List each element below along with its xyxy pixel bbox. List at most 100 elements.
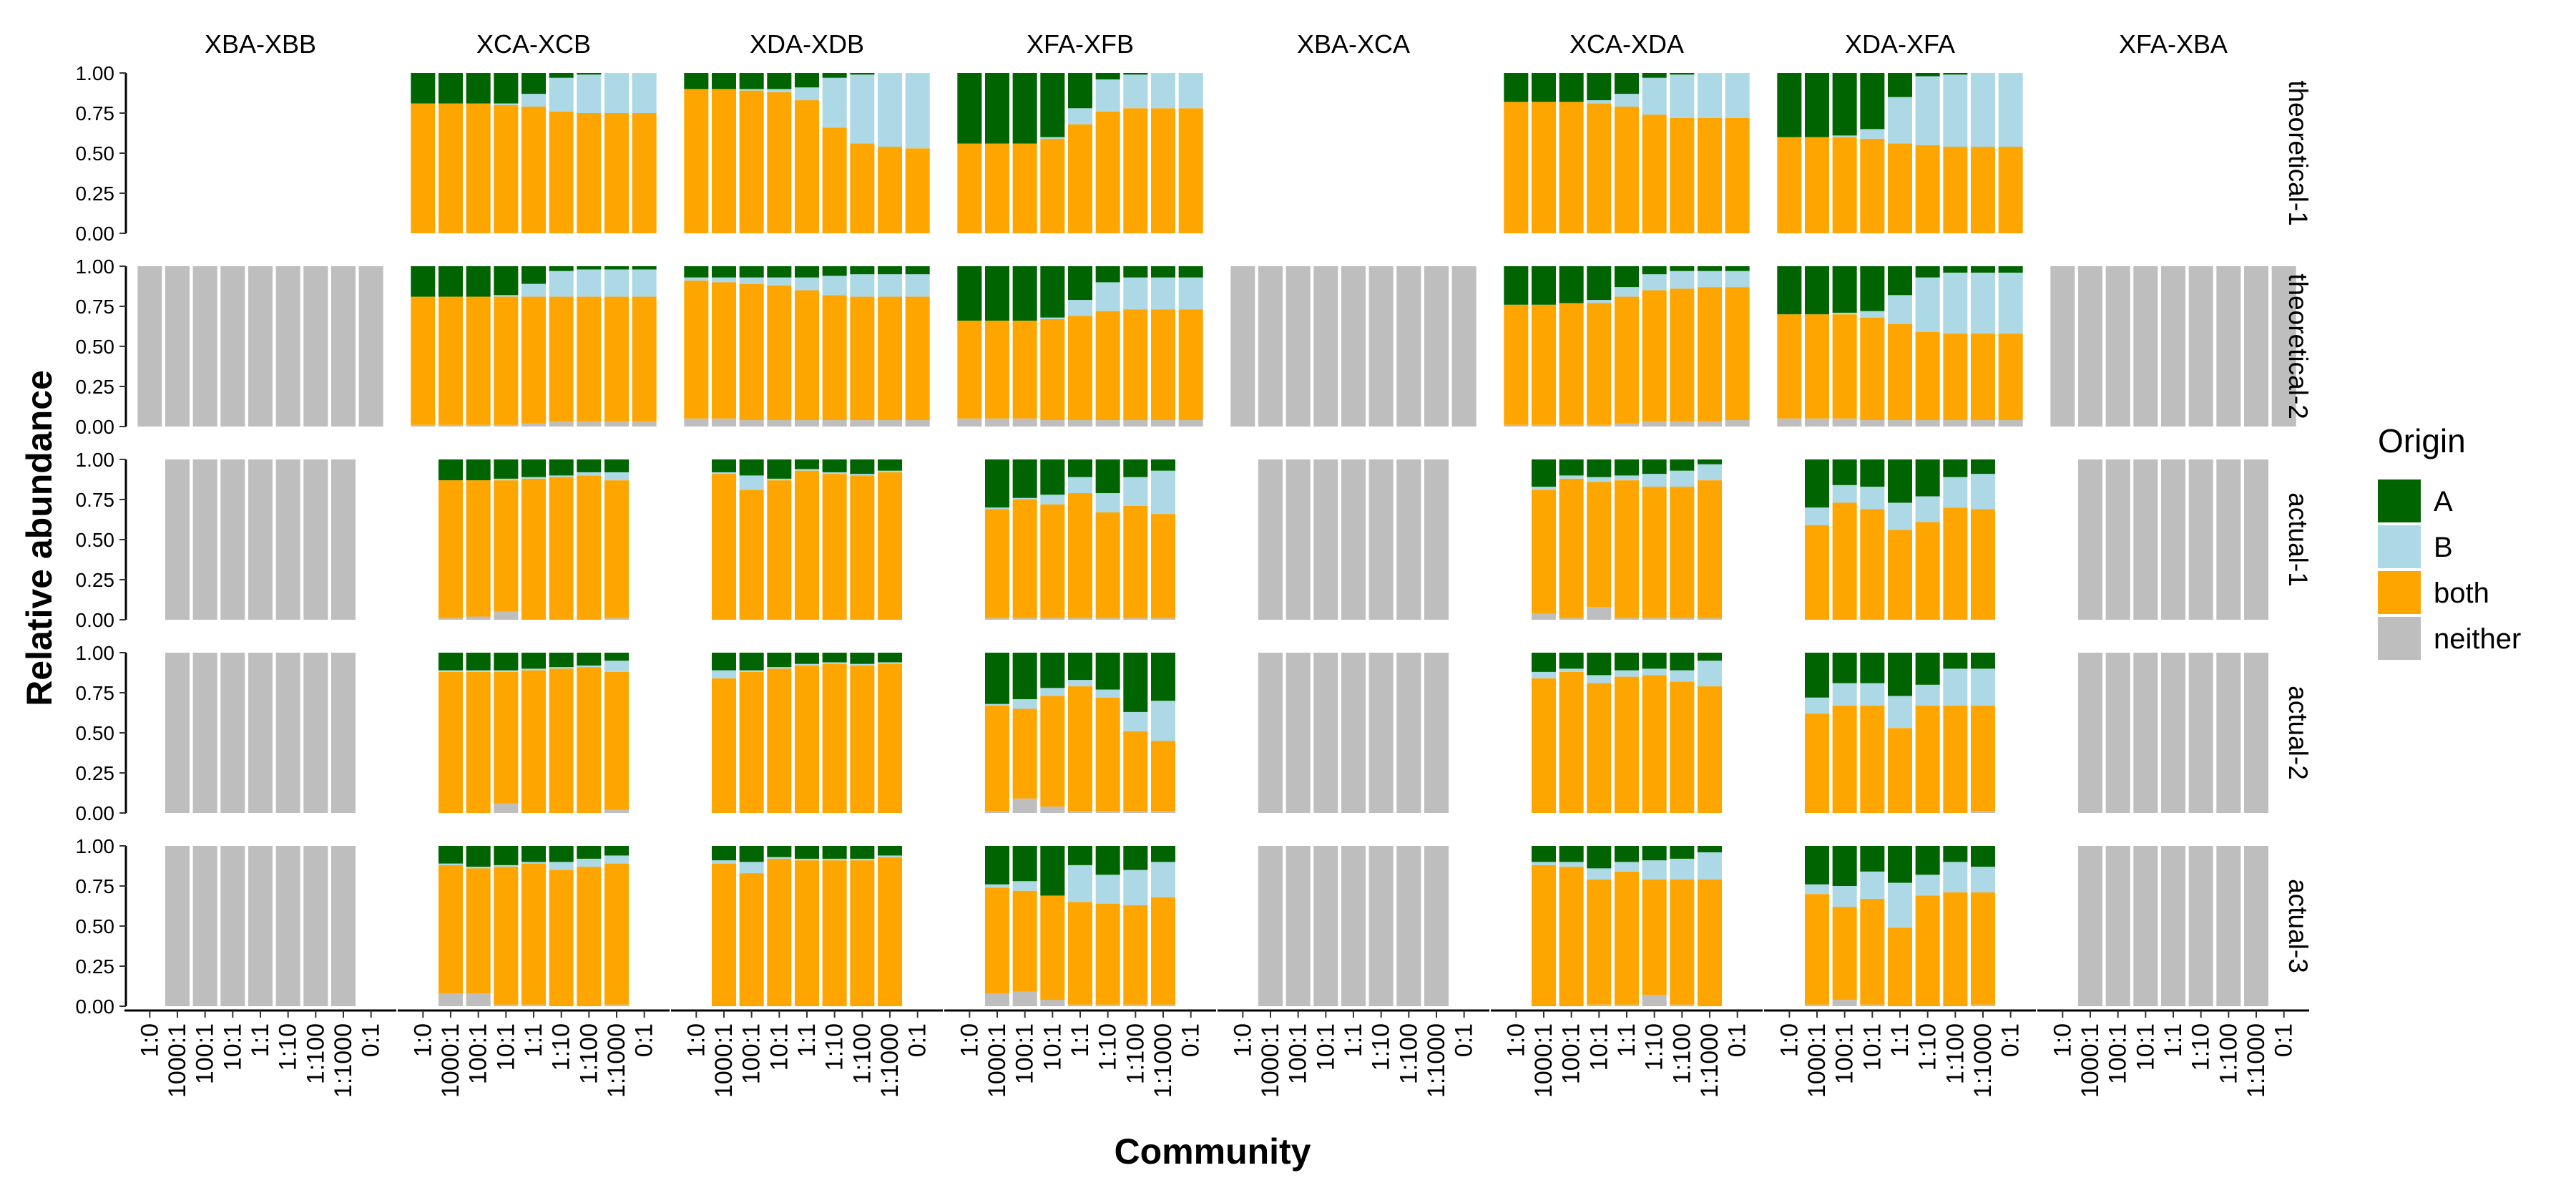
y-tick-label: 0.25 <box>76 762 115 784</box>
bar-segment-a <box>739 653 764 671</box>
y-tick-label: 0.25 <box>76 182 115 205</box>
facet-column-label-xfa-xba: XFA-XBA <box>2119 29 2228 59</box>
bar-segment-a <box>1642 459 1667 474</box>
bar-segment-a <box>1559 459 1584 476</box>
bar-segment-both <box>711 89 737 234</box>
bar-segment-a <box>850 266 875 275</box>
bar-segment-a <box>549 653 574 668</box>
bar-segment-both <box>739 873 764 1006</box>
bar-segment-b <box>794 858 820 861</box>
bar-segment-both <box>822 860 847 1006</box>
x-tick-label: 100:1 <box>2105 1023 2132 1084</box>
bar-segment-neither <box>1313 266 1338 427</box>
bar-segment-both <box>1804 894 1830 1005</box>
bar-segment-neither <box>957 418 982 427</box>
bar-segment-b <box>1887 882 1913 928</box>
x-tick-label: 100:1 <box>1012 1023 1039 1084</box>
bar-segment-b <box>577 858 602 867</box>
x-tick-label: 1000:1 <box>437 1023 464 1098</box>
y-tick-label: 0.75 <box>76 875 115 897</box>
bar-segment-a <box>877 459 903 471</box>
bar-segment-a <box>466 73 491 104</box>
bar-segment-b <box>1970 73 1996 147</box>
x-tick-label: 1:1 <box>1067 1023 1094 1057</box>
panel-xda-xfa-theoretical-2 <box>1777 266 2023 427</box>
bar-segment-a <box>521 653 547 669</box>
bar-segment-neither <box>275 846 300 1006</box>
bar-segment-a <box>1887 73 1913 97</box>
bar-segment-b <box>1587 100 1612 104</box>
bar-segment-both <box>1697 117 1723 233</box>
bar-segment-both <box>1040 895 1065 1000</box>
bar-segment-both <box>1970 705 1996 812</box>
bar-segment-neither <box>1150 811 1176 813</box>
bar-segment-both <box>822 295 847 421</box>
bar-segment-neither <box>1067 420 1093 427</box>
bar-segment-neither <box>984 418 1010 427</box>
bar-segment-neither <box>850 420 875 427</box>
panel-xda-xfa-theoretical-1 <box>1777 73 2023 233</box>
bar-segment-both <box>1777 314 1802 419</box>
bar-segment-b <box>1804 697 1830 714</box>
panel-xba-xca-theoretical-2 <box>1230 266 1476 427</box>
bar-segment-b <box>767 478 792 481</box>
bar-segment-neither <box>1368 266 1394 427</box>
bar-segment-a <box>1670 846 1695 859</box>
bar-segment-both <box>1642 115 1667 233</box>
bar-segment-b <box>877 274 903 297</box>
bar-segment-both <box>1614 296 1640 424</box>
bar-segment-neither <box>2077 459 2103 620</box>
bar-segment-a <box>984 266 1010 321</box>
bar-segment-both <box>1587 103 1612 233</box>
bar-segment-b <box>1860 129 1885 139</box>
x-tick-label: 100:1 <box>738 1023 765 1084</box>
bar-segment-both <box>822 663 847 813</box>
bar-segment-neither <box>1531 613 1557 620</box>
bar-segment-neither <box>2133 846 2158 1006</box>
bar-segment-b <box>905 274 930 297</box>
bar-segment-a <box>1067 73 1093 109</box>
bar-segment-b <box>767 277 792 286</box>
bar-segment-both <box>1832 502 1857 620</box>
bar-segment-both <box>877 472 903 620</box>
bar-segment-both <box>1832 705 1857 813</box>
bar-segment-both <box>494 671 519 804</box>
bar-segment-neither <box>2188 459 2213 620</box>
bar-segment-both <box>1697 287 1723 422</box>
bar-segment-a <box>1067 459 1093 477</box>
bar-segment-both <box>1123 731 1148 812</box>
bar-segment-both <box>521 296 547 424</box>
bar-segment-a <box>767 266 792 278</box>
bar-segment-b <box>604 472 630 481</box>
bar-segment-a <box>1970 459 1996 474</box>
bar-segment-b <box>822 662 847 664</box>
bar-segment-a <box>438 73 464 104</box>
bar-segment-both <box>905 296 930 421</box>
bar-segment-neither <box>739 420 764 427</box>
bar-segment-neither <box>1860 1004 1885 1006</box>
facet-strip-labels: XBA-XBB XCA-XCB XDA-XDB XFA-XFB XBA-XCA XCA-X… <box>205 29 2313 973</box>
bar-segment-both <box>739 671 764 813</box>
y-tick-label: 0.50 <box>76 336 115 358</box>
bar-segment-both <box>767 92 792 233</box>
bar-segment-neither <box>767 420 792 427</box>
bar-segment-a <box>1559 73 1584 102</box>
bar-segment-both <box>1614 871 1640 1005</box>
panel-xca-xda-actual-3 <box>1531 846 1723 1006</box>
bar-segment-a <box>1095 266 1120 283</box>
bar-segment-neither <box>303 266 328 427</box>
bar-segment-a <box>794 846 820 859</box>
bar-segment-neither <box>1832 418 1857 427</box>
bar-segment-neither <box>822 420 847 427</box>
bar-segment-both <box>1123 309 1148 421</box>
bar-segment-b <box>1670 271 1695 289</box>
bar-segment-both <box>905 148 930 233</box>
panel-xfa-xfb-actual-3 <box>984 846 1176 1006</box>
bar-segment-a <box>1614 459 1640 476</box>
bar-segment-a <box>739 73 764 89</box>
bar-segment-both <box>1095 903 1120 1005</box>
legend-title: Origin <box>2378 422 2466 459</box>
bar-segment-both <box>1804 525 1830 620</box>
y-tick-label: 0.50 <box>76 915 115 938</box>
bar-segment-a <box>794 459 820 469</box>
